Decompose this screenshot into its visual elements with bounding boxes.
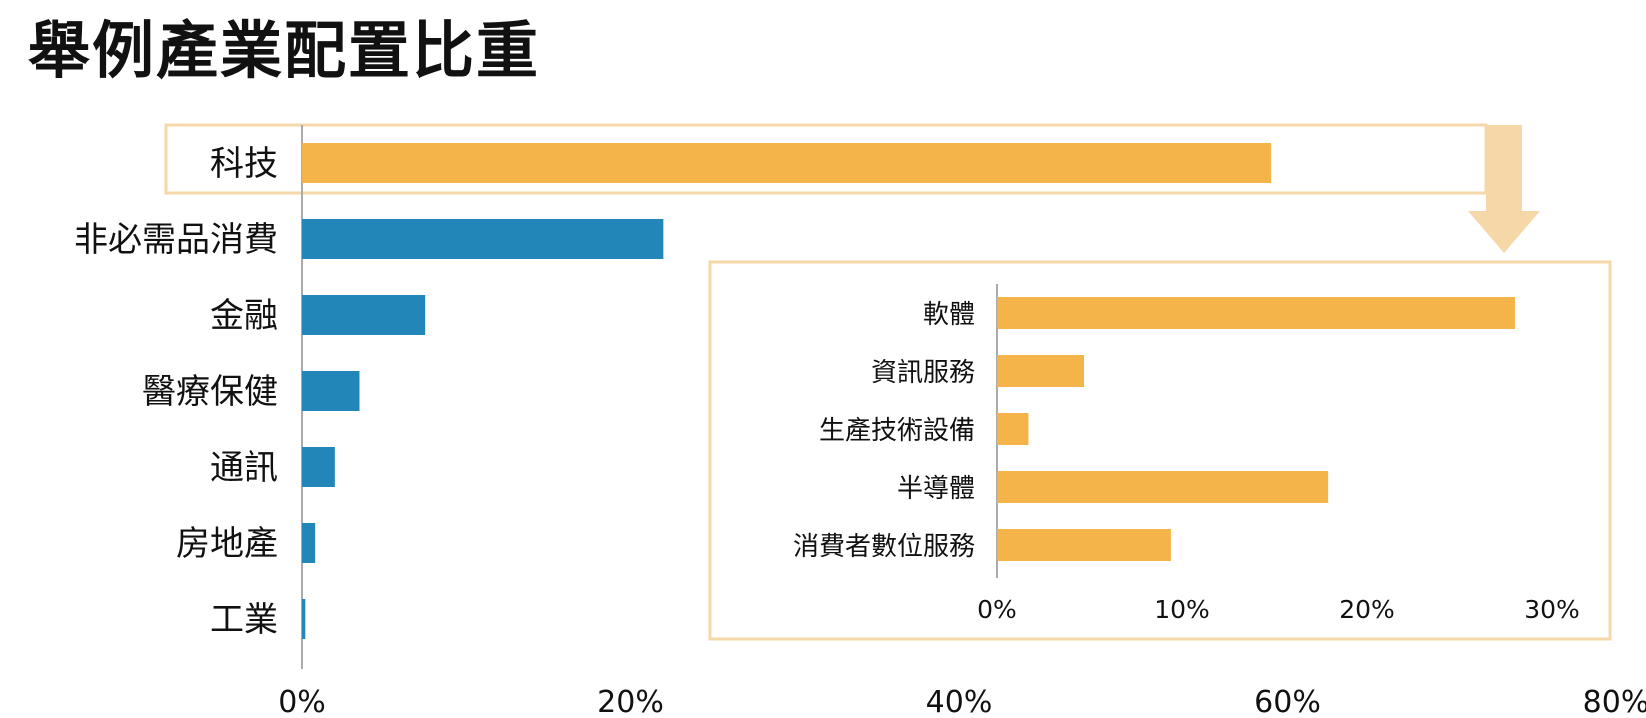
main-category-label: 通訊	[210, 448, 278, 488]
main-x-tick-label: 60%	[1254, 685, 1321, 718]
inset-category-label: 生產技術設備	[819, 416, 975, 446]
main-x-tick-label: 40%	[926, 685, 993, 718]
main-bar	[302, 447, 335, 487]
inset-bar	[997, 529, 1171, 561]
main-bar	[302, 219, 664, 259]
main-x-tick-label: 80%	[1583, 685, 1646, 718]
main-x-tick-label: 0%	[278, 685, 326, 718]
main-bar	[302, 295, 426, 335]
inset-bar	[997, 297, 1515, 329]
inset-bar	[997, 413, 1029, 445]
inset-x-tick-label: 30%	[1524, 595, 1580, 624]
arrow-down-icon	[1468, 125, 1540, 253]
main-category-label: 金融	[210, 296, 278, 336]
main-bar	[302, 523, 316, 563]
main-category-label: 工業	[210, 600, 278, 640]
main-bar	[302, 371, 360, 411]
inset-x-tick-label: 20%	[1339, 595, 1395, 624]
chart-title: 舉例產業配置比重	[28, 14, 541, 87]
inset-category-label: 消費者數位服務	[793, 532, 975, 562]
main-category-label: 房地產	[176, 524, 278, 564]
inset-category-label: 軟體	[923, 300, 975, 330]
inset-bar	[997, 355, 1084, 387]
inset-category-label: 資訊服務	[871, 358, 975, 388]
main-category-label: 非必需品消費	[74, 220, 278, 260]
main-x-tick-label: 20%	[597, 685, 664, 718]
inset-x-tick-label: 10%	[1154, 595, 1210, 624]
inset-bar	[997, 471, 1329, 503]
main-bar	[302, 143, 1272, 183]
main-category-label: 醫療保健	[142, 372, 278, 412]
main-category-label: 科技	[210, 144, 278, 184]
inset-x-tick-label: 0%	[977, 595, 1017, 624]
inset-category-label: 半導體	[897, 474, 975, 504]
main-bar	[302, 599, 306, 639]
